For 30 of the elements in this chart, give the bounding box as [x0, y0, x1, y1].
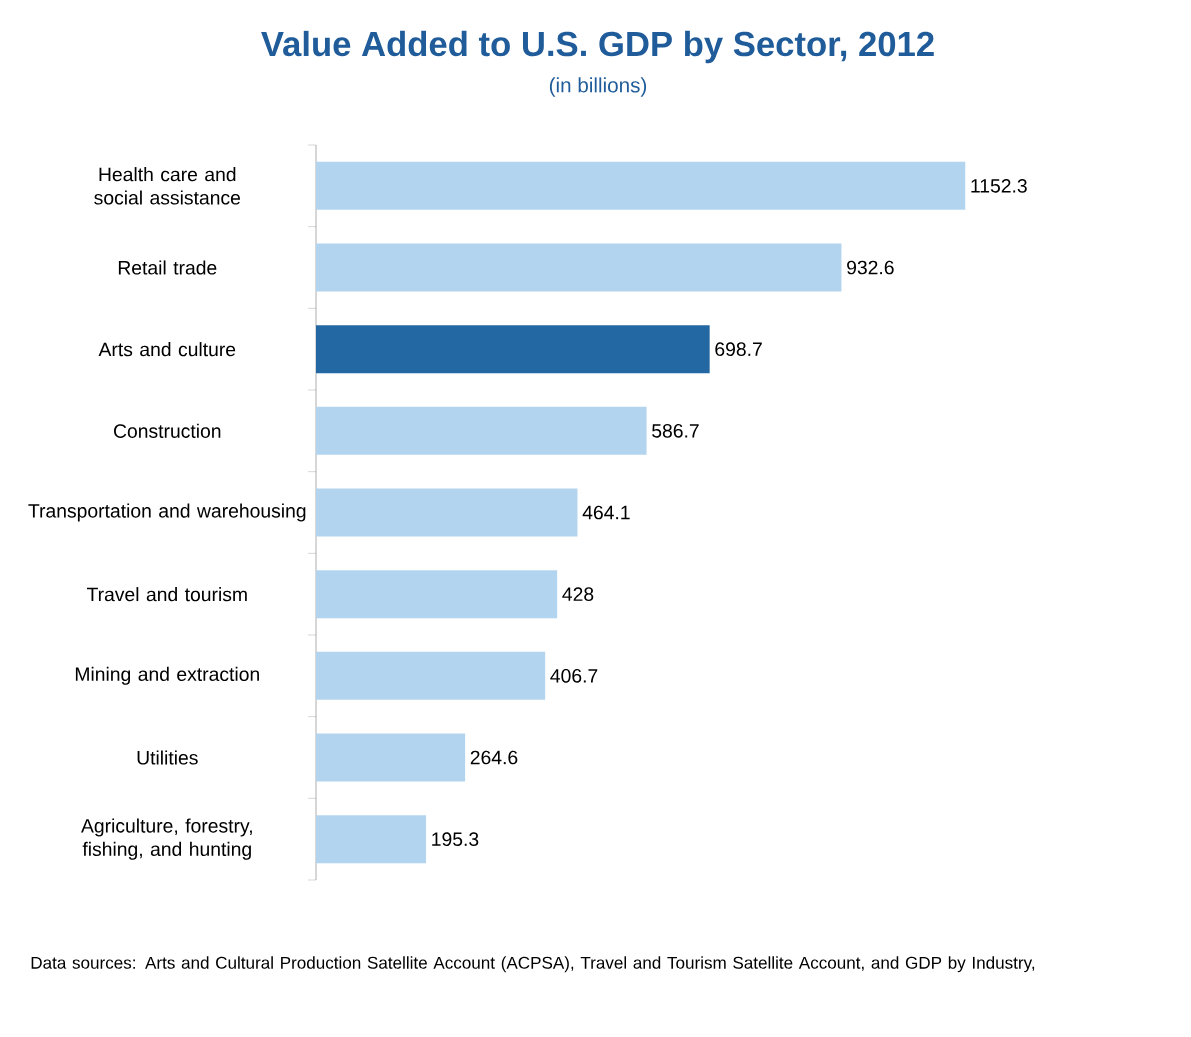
bar — [316, 325, 710, 374]
bar — [316, 161, 966, 210]
data-label: 1152.3 — [971, 178, 1027, 193]
data-label: 264.6 — [470, 750, 518, 765]
y-tick-label: Travel and tourism — [86, 587, 247, 602]
data-label: 464.1 — [582, 505, 630, 520]
y-tick-label: Construction — [114, 423, 221, 438]
data-label: 698.7 — [715, 342, 762, 357]
y-tick-label: Transportation and warehousing — [28, 503, 306, 522]
bar — [316, 406, 647, 455]
bar — [316, 243, 842, 292]
y-tick-label: Arts and culture — [98, 342, 236, 357]
data-label: 406.7 — [550, 668, 598, 683]
data-label: 428 — [562, 587, 594, 602]
bar — [316, 651, 546, 700]
bar — [316, 570, 558, 619]
y-tick-label: Retail trade — [118, 260, 217, 275]
y-tick-label: Health care and social assistance — [94, 167, 241, 205]
text: Data sources: Arts and Cultural Production Satellite Account (ACPSA), Travel and Tourism Satellite Account, and GDP by Industry, — [31, 956, 1035, 973]
y-tick-label: Mining and extraction — [75, 666, 259, 685]
chart-subtitle: (in billions) — [549, 77, 647, 97]
bar — [316, 815, 427, 864]
chart-title: Value Added to U.S. GDP by Sector, 2012 — [261, 30, 934, 64]
data-label: 586.7 — [652, 423, 699, 438]
data-label: 195.3 — [432, 832, 479, 846]
bar — [316, 488, 578, 537]
y-tick-label: Utilities — [137, 750, 198, 765]
y-tick-label: Agriculture, forestry, fishing, and hunting — [81, 818, 252, 860]
data-label: 932.6 — [847, 260, 894, 275]
bar — [316, 733, 466, 782]
